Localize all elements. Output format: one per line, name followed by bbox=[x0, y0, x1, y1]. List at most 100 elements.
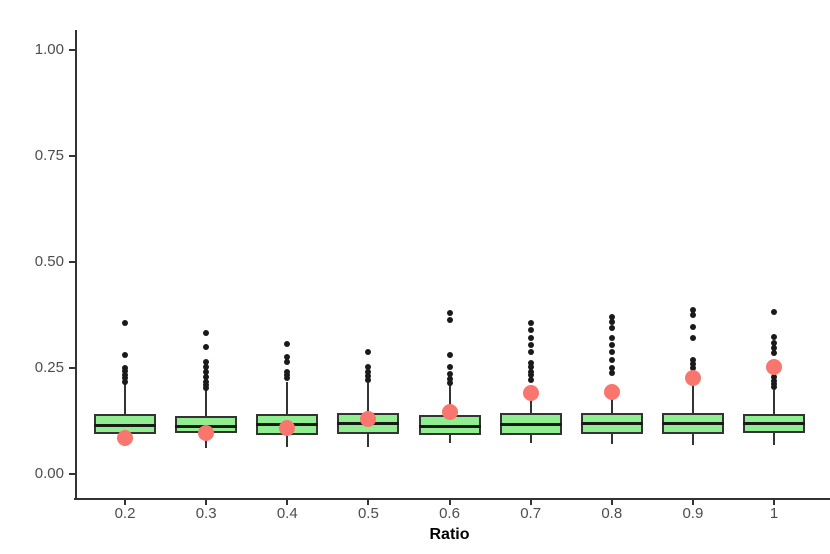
x-tick-label: 0.9 bbox=[682, 505, 704, 522]
mean-point bbox=[279, 420, 296, 437]
x-tick-label: 0.3 bbox=[195, 505, 217, 522]
median-line bbox=[418, 425, 481, 428]
mean-point bbox=[684, 370, 701, 387]
outlier-point bbox=[527, 342, 534, 349]
outlier-point bbox=[608, 348, 615, 355]
outlier-point bbox=[608, 365, 615, 371]
outlier-point bbox=[689, 306, 696, 313]
outlier-point bbox=[284, 353, 291, 360]
x-tick bbox=[773, 500, 775, 505]
median-line bbox=[94, 423, 156, 427]
outlier-point bbox=[203, 369, 210, 376]
median-line bbox=[580, 422, 643, 426]
outlier-point bbox=[689, 365, 696, 371]
x-tick-label: 0.7 bbox=[520, 505, 542, 522]
median-line bbox=[499, 422, 562, 426]
x-tick-label: 0.6 bbox=[439, 505, 460, 522]
outlier-point bbox=[446, 309, 453, 316]
outlier-point bbox=[527, 359, 534, 366]
outlier-point bbox=[608, 325, 615, 332]
outlier-point bbox=[771, 384, 777, 391]
outlier-point bbox=[122, 368, 128, 375]
outlier-point bbox=[122, 365, 128, 371]
outlier-point bbox=[365, 373, 372, 380]
mean-point bbox=[198, 425, 215, 442]
outlier-point bbox=[527, 376, 534, 383]
outlier-point bbox=[689, 335, 696, 342]
y-tick bbox=[69, 367, 75, 369]
outlier-point bbox=[122, 378, 128, 385]
outlier-point bbox=[689, 323, 696, 330]
outlier-point bbox=[446, 371, 453, 378]
outlier-point bbox=[284, 359, 291, 366]
outlier-point bbox=[365, 376, 372, 383]
outlier-point bbox=[284, 375, 291, 382]
x-tick-label: 1 bbox=[769, 505, 779, 522]
outlier-point bbox=[771, 345, 777, 352]
outlier-point bbox=[771, 377, 777, 384]
x-axis-title: Ratio bbox=[429, 526, 470, 543]
outlier-point bbox=[527, 372, 534, 379]
x-tick bbox=[367, 500, 370, 505]
x-axis-line bbox=[74, 498, 830, 500]
outlier-point bbox=[689, 312, 696, 318]
outlier-point bbox=[203, 378, 210, 385]
mean-point bbox=[360, 410, 377, 427]
outlier-point bbox=[122, 351, 128, 358]
y-tick bbox=[69, 155, 75, 157]
outlier-point bbox=[122, 320, 128, 327]
outlier-point bbox=[527, 320, 534, 327]
outlier-point bbox=[608, 314, 615, 321]
outlier-point bbox=[122, 375, 128, 382]
outlier-point bbox=[771, 334, 777, 341]
outlier-point bbox=[365, 348, 372, 355]
outlier-point bbox=[608, 335, 615, 342]
outlier-point bbox=[527, 364, 534, 371]
x-tick bbox=[286, 500, 289, 505]
outlier-point bbox=[284, 369, 291, 376]
median-line bbox=[661, 422, 724, 426]
x-tick bbox=[610, 500, 613, 505]
outlier-point bbox=[689, 361, 696, 368]
outlier-point bbox=[446, 351, 453, 358]
y-tick-label: 1.00 bbox=[34, 41, 64, 58]
outlier-point bbox=[365, 369, 372, 376]
outlier-point bbox=[689, 356, 696, 363]
outlier-point bbox=[203, 343, 210, 350]
outlier-point bbox=[527, 335, 534, 342]
outlier-point bbox=[771, 381, 777, 388]
x-tick bbox=[448, 500, 451, 505]
y-tick bbox=[69, 49, 75, 51]
outlier-point bbox=[284, 340, 291, 347]
x-tick bbox=[691, 500, 694, 505]
x-tick bbox=[205, 500, 208, 505]
outlier-point bbox=[608, 318, 615, 325]
outlier-point bbox=[446, 317, 453, 324]
outlier-point bbox=[608, 342, 615, 349]
outlier-point bbox=[527, 369, 534, 376]
outlier-point bbox=[446, 364, 453, 371]
outlier-point bbox=[771, 339, 777, 346]
y-tick-label: 0.25 bbox=[34, 359, 64, 376]
x-tick-label: 0.5 bbox=[357, 505, 379, 522]
x-tick-label: 0.8 bbox=[601, 505, 623, 522]
outlier-point bbox=[122, 371, 128, 378]
outlier-point bbox=[608, 356, 615, 363]
median-line bbox=[743, 422, 805, 426]
outlier-point bbox=[527, 326, 534, 333]
x-tick-label: 0.4 bbox=[276, 505, 298, 522]
x-tick bbox=[529, 500, 532, 505]
outlier-point bbox=[284, 372, 291, 379]
y-axis-line bbox=[75, 30, 77, 500]
outlier-point bbox=[608, 370, 615, 377]
outlier-point bbox=[203, 364, 210, 371]
mean-point bbox=[522, 385, 539, 402]
outlier-point bbox=[203, 381, 210, 388]
y-tick-label: 0.50 bbox=[34, 253, 64, 270]
y-tick bbox=[69, 473, 75, 475]
x-tick bbox=[124, 500, 126, 505]
outlier-point bbox=[771, 309, 777, 316]
mean-point bbox=[117, 429, 133, 446]
outlier-point bbox=[446, 379, 453, 386]
